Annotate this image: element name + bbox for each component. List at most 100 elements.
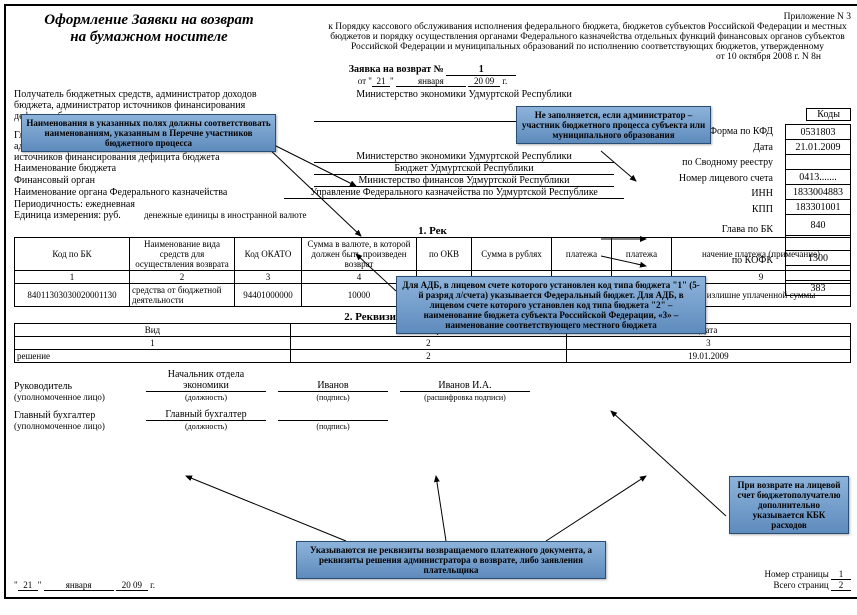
t2n1: 2 <box>290 337 566 350</box>
form-number: 1 <box>446 64 516 76</box>
t2-data-row: решение 2 19.01.2009 <box>15 350 851 363</box>
f-day: 21 <box>18 580 38 591</box>
f-year: 20 09 <box>116 580 148 591</box>
t2n2: 3 <box>566 337 850 350</box>
callout-2: Не заполняется, если администратор – уча… <box>516 106 711 144</box>
sig-acct-sign-sub: (подпись) <box>316 422 349 431</box>
left5: Наименование органа Федерального казначе… <box>14 187 274 199</box>
t2h0: Вид <box>15 324 291 337</box>
date-year: 20 09 <box>468 76 500 87</box>
t1h3: Сумма в валюте, в которой должен быть пр… <box>302 238 417 271</box>
sig-acct-pos-sub: (должность) <box>185 422 227 431</box>
code-inn: 1833004883 <box>786 185 851 200</box>
t2d2: 19.01.2009 <box>566 350 850 363</box>
t2n0: 1 <box>15 337 291 350</box>
t1n2: 3 <box>235 271 302 284</box>
t1h0: Код по БК <box>15 238 130 271</box>
header: Оформление Заявки на возврат на бумажном… <box>14 12 851 62</box>
pagenum: 1 <box>831 569 851 580</box>
t1h7: платежа <box>612 238 672 271</box>
sig-head-lbl: Руководитель <box>14 381 72 392</box>
code-kfd: 0531803 <box>786 125 851 140</box>
code-kpp: 183301001 <box>786 200 851 215</box>
codes-labels: Форма по КФД Дата по Сводному реестру Но… <box>679 124 773 269</box>
left3: Наименование бюджета <box>14 163 274 175</box>
t2d0: решение <box>15 350 291 363</box>
t1h5: Сумма в рублях <box>472 238 552 271</box>
form-date-row: от "21" января 20 09 г. <box>14 76 851 87</box>
codes-table: 0531803 21.01.2009 0413....... 183300488… <box>785 124 851 296</box>
callout-3: Для АДБ, в лицевом счете которого устано… <box>396 276 706 334</box>
sig-head-pos-sub: (должность) <box>185 393 227 402</box>
left4: Финансовый орган <box>14 175 274 187</box>
pagenum-lbl: Номер страницы <box>764 569 828 579</box>
sig-head-pos: Начальник отдела экономики <box>146 369 266 392</box>
lbl-lic: Номер лицевого счета <box>679 171 773 187</box>
left7-tail: денежные единицы в иностранной валюте <box>144 210 307 221</box>
t1n1: 2 <box>130 271 235 284</box>
date-month: января <box>396 76 466 87</box>
code-date: 21.01.2009 <box>786 140 851 155</box>
sig-head-decr-sub: (расшифровка подписи) <box>424 393 506 402</box>
f-g: г. <box>150 580 155 590</box>
code-reestr <box>786 155 851 170</box>
footer-date: "21" января 20 09 г. <box>14 580 155 591</box>
form-title: Заявка на возврат № <box>349 64 444 75</box>
date-suf: г. <box>502 76 507 86</box>
sig-acct-sign <box>278 409 388 421</box>
total: 2 <box>831 580 851 591</box>
left6: Периодичность: ежедневная <box>14 199 274 210</box>
date-day: 21 <box>372 76 390 87</box>
document-page: Оформление Заявки на возврат на бумажном… <box>4 4 857 599</box>
t1h1: Наименование вида средств для осуществле… <box>130 238 235 271</box>
sig-acct-lbl: Главный бухгалтер <box>14 410 95 421</box>
code-b1 <box>786 236 851 251</box>
appendix-tail: от 10 октября 2008 г. N 8н <box>324 52 851 62</box>
appendix-block: Приложение N 3 к Порядку кассового обслу… <box>284 12 851 62</box>
title-line1: Оформление Заявки на возврат <box>44 12 253 28</box>
mid2: Министерство экономики Удмуртской Респуб… <box>314 151 614 163</box>
sig-row1: Руководитель (уполномоченное лицо) Начал… <box>14 369 851 403</box>
left7: Единица измерения: руб. <box>14 210 144 221</box>
t1h4: по ОКВ <box>417 238 472 271</box>
codes-header: Коды <box>806 108 851 121</box>
lbl-reestr: по Сводному реестру <box>679 155 773 171</box>
sig-acct-sub: (уполномоченное лицо) <box>14 421 105 431</box>
mid5: Управление Федерального казначейства по … <box>284 187 624 199</box>
lbl-kofk: по КОФК <box>679 253 773 269</box>
t1h2: Код ОКАТО <box>235 238 302 271</box>
t1n0: 1 <box>15 271 130 284</box>
mid4: Министерство финансов Удмуртской Республ… <box>314 175 614 187</box>
callout-4: При возврате на лицевой счет бюджетополу… <box>729 476 849 534</box>
form-title-row: Заявка на возврат № 1 <box>14 64 851 76</box>
t1d1: средства от бюджетной деятельности <box>130 284 235 307</box>
doc-title: Оформление Заявки на возврат на бумажном… <box>14 12 284 62</box>
sig-head-decr: Иванов И.А. <box>400 380 530 392</box>
mid3: Бюджет Удмуртской Республики <box>314 163 614 175</box>
code-kofk: 1300 <box>786 251 851 266</box>
code-glava: 840 <box>786 215 851 236</box>
code-lic: 0413....... <box>786 170 851 185</box>
sig-head-name: Иванов <box>278 380 388 392</box>
f-month: января <box>44 580 114 591</box>
t1h6: платежа <box>552 238 612 271</box>
sig-row2: Главный бухгалтер (уполномоченное лицо) … <box>14 409 851 432</box>
lbl-inn: ИНН <box>679 186 773 202</box>
t1d0: 84011303030020001130 <box>15 284 130 307</box>
t2-num-row: 1 2 3 <box>15 337 851 350</box>
total-lbl: Всего страниц <box>773 580 828 590</box>
code-okv: 383 <box>786 281 851 296</box>
lbl-glava: Глава по БК <box>679 222 773 238</box>
sig-head-sign-sub: (подпись) <box>316 393 349 402</box>
callout-5: Указываются не реквизиты возвращаемого п… <box>296 541 606 579</box>
appendix-text: к Порядку кассового обслуживания исполне… <box>324 22 851 52</box>
sig-acct-pos: Главный бухгалтер <box>146 409 266 421</box>
footer-pages: Номер страницы 1 Всего страниц 2 <box>764 569 851 591</box>
sig-head-sub: (уполномоченное лицо) <box>14 392 105 402</box>
appendix-num: Приложение N 3 <box>324 12 851 22</box>
code-b2 <box>786 266 851 281</box>
t1d2: 94401000000 <box>235 284 302 307</box>
lbl-kpp: КПП <box>679 202 773 218</box>
t2d1: 2 <box>290 350 566 363</box>
callout-1: Наименования в указанных полях должны со… <box>21 114 276 152</box>
